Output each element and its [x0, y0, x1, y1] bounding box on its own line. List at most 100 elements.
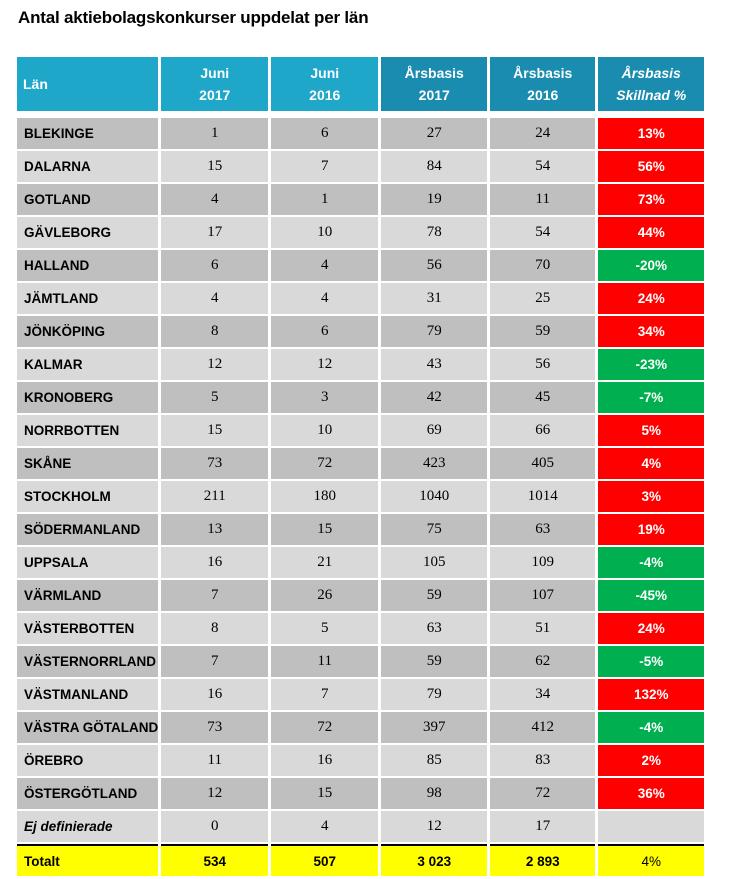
cell-arsbasis-2017: 19 — [381, 184, 488, 217]
cell-lan: VÄSTMANLAND — [17, 679, 159, 712]
header-label: Årsbasis — [621, 65, 681, 81]
cell-juni-2016: 10 — [271, 217, 379, 250]
cell-skillnad: -5% — [598, 646, 705, 679]
table-row: NORRBOTTEN 15 10 69 66 5% — [17, 415, 705, 448]
cell-skillnad: 4% — [598, 448, 705, 481]
cell-skillnad: 34% — [598, 316, 705, 349]
cell-arsbasis-2016: 83 — [490, 745, 596, 778]
cell-arsbasis-2017: 12 — [381, 811, 488, 844]
cell-lan: HALLAND — [17, 250, 159, 283]
cell-juni-2017: 16 — [161, 547, 269, 580]
table-row: VÄSTMANLAND 16 7 79 34 132% — [17, 679, 705, 712]
cell-juni-2016: 11 — [271, 646, 379, 679]
cell-juni-2016: 15 — [271, 514, 379, 547]
cell-skillnad: 36% — [598, 778, 705, 811]
table-row: Ej definierade 0 4 12 17 — [17, 811, 705, 844]
cell-lan: STOCKHOLM — [17, 481, 159, 514]
cell-arsbasis-2017: 59 — [381, 580, 488, 613]
header-label: Årsbasis — [404, 65, 464, 81]
cell-lan: UPPSALA — [17, 547, 159, 580]
cell-skillnad: -4% — [598, 547, 705, 580]
cell-arsbasis-2016: 51 — [490, 613, 596, 646]
header-juni-2016: Juni 2016 — [271, 57, 379, 111]
cell-lan: DALARNA — [17, 151, 159, 184]
cell-arsbasis-2017: 105 — [381, 547, 488, 580]
cell-arsbasis-2016: 66 — [490, 415, 596, 448]
cell-lan: SKÅNE — [17, 448, 159, 481]
cell-skillnad: 132% — [598, 679, 705, 712]
cell-lan: VÄRMLAND — [17, 580, 159, 613]
cell-arsbasis-2016: 109 — [490, 547, 596, 580]
cell-skillnad: -20% — [598, 250, 705, 283]
header-label: 2017 — [418, 87, 450, 103]
cell-skillnad — [598, 811, 705, 844]
cell-juni-2017: 16 — [161, 679, 269, 712]
cell-arsbasis-2016: 1014 — [490, 481, 596, 514]
cell-skillnad: 2% — [598, 745, 705, 778]
cell-arsbasis-2016: 70 — [490, 250, 596, 283]
cell-juni-2017: 8 — [161, 316, 269, 349]
cell-lan: BLEKINGE — [17, 118, 159, 151]
total-a16: 2 893 — [490, 844, 596, 876]
cell-arsbasis-2017: 98 — [381, 778, 488, 811]
cell-juni-2016: 16 — [271, 745, 379, 778]
cell-skillnad: -7% — [598, 382, 705, 415]
cell-arsbasis-2016: 59 — [490, 316, 596, 349]
cell-arsbasis-2016: 107 — [490, 580, 596, 613]
table-row: VÄSTERNORRLAND 7 11 59 62 -5% — [17, 646, 705, 679]
total-j16: 507 — [271, 844, 379, 876]
cell-juni-2017: 17 — [161, 217, 269, 250]
cell-arsbasis-2017: 63 — [381, 613, 488, 646]
cell-arsbasis-2016: 54 — [490, 151, 596, 184]
table-row: VÄRMLAND 7 26 59 107 -45% — [17, 580, 705, 613]
header-row: Län Juni 2017 Juni 2016 Årsbasis 2017 Årsba… — [17, 57, 705, 111]
cell-arsbasis-2017: 84 — [381, 151, 488, 184]
header-juni-2017: Juni 2017 — [161, 57, 269, 111]
cell-juni-2017: 0 — [161, 811, 269, 844]
cell-arsbasis-2016: 63 — [490, 514, 596, 547]
cell-arsbasis-2017: 85 — [381, 745, 488, 778]
cell-lan: KRONOBERG — [17, 382, 159, 415]
header-lan: Län — [17, 57, 159, 111]
cell-arsbasis-2017: 79 — [381, 679, 488, 712]
cell-arsbasis-2016: 45 — [490, 382, 596, 415]
cell-juni-2017: 8 — [161, 613, 269, 646]
cell-arsbasis-2016: 34 — [490, 679, 596, 712]
cell-lan: ÖREBRO — [17, 745, 159, 778]
header-label: Juni — [310, 65, 340, 81]
table-row: BLEKINGE 1 6 27 24 13% — [17, 118, 705, 151]
cell-juni-2016: 7 — [271, 679, 379, 712]
cell-skillnad: -4% — [598, 712, 705, 745]
cell-juni-2016: 4 — [271, 283, 379, 316]
cell-juni-2016: 3 — [271, 382, 379, 415]
table-row: SKÅNE 73 72 423 405 4% — [17, 448, 705, 481]
total-row: Totalt 534 507 3 023 2 893 4% — [17, 844, 705, 876]
cell-juni-2016: 6 — [271, 118, 379, 151]
cell-lan: JÄMTLAND — [17, 283, 159, 316]
cell-skillnad: 73% — [598, 184, 705, 217]
cell-juni-2017: 11 — [161, 745, 269, 778]
cell-arsbasis-2016: 54 — [490, 217, 596, 250]
cell-juni-2016: 72 — [271, 712, 379, 745]
cell-skillnad: 19% — [598, 514, 705, 547]
header-arsbasis-2016: Årsbasis 2016 — [490, 57, 596, 111]
cell-lan: VÄSTERBOTTEN — [17, 613, 159, 646]
header-label: 2017 — [199, 87, 231, 103]
cell-arsbasis-2017: 1040 — [381, 481, 488, 514]
cell-juni-2017: 7 — [161, 580, 269, 613]
cell-lan: JÖNKÖPING — [17, 316, 159, 349]
cell-skillnad: 3% — [598, 481, 705, 514]
cell-arsbasis-2017: 75 — [381, 514, 488, 547]
total-a17: 3 023 — [381, 844, 488, 876]
cell-arsbasis-2017: 31 — [381, 283, 488, 316]
cell-arsbasis-2016: 62 — [490, 646, 596, 679]
table-row: JÖNKÖPING 8 6 79 59 34% — [17, 316, 705, 349]
total-lan: Totalt — [17, 844, 159, 876]
cell-lan: KALMAR — [17, 349, 159, 382]
spacer — [17, 111, 705, 118]
cell-skillnad: 13% — [598, 118, 705, 151]
cell-arsbasis-2017: 397 — [381, 712, 488, 745]
cell-skillnad: -23% — [598, 349, 705, 382]
cell-juni-2016: 26 — [271, 580, 379, 613]
cell-arsbasis-2016: 412 — [490, 712, 596, 745]
